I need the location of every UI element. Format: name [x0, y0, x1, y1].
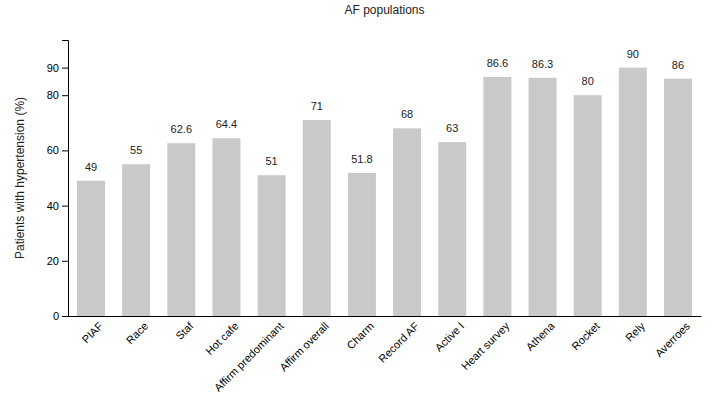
x-axis-line	[69, 316, 702, 317]
bar	[529, 78, 557, 316]
bar	[258, 175, 286, 316]
data-label: 51	[266, 155, 278, 167]
y-tick-mark	[62, 68, 68, 69]
data-label: 86	[672, 59, 684, 71]
x-tick-label: Affirm predominant	[212, 320, 286, 394]
data-label: 62.6	[171, 123, 192, 135]
y-axis-line	[62, 41, 69, 317]
bar	[212, 138, 240, 316]
x-tick-label: Race	[124, 320, 151, 347]
x-tick: Averroes	[653, 316, 693, 359]
x-tick: PIAF	[79, 316, 105, 345]
y-tick-mark	[62, 261, 68, 262]
y-tick-mark	[62, 206, 68, 207]
bar	[438, 142, 466, 316]
y-tick: 0	[53, 310, 68, 322]
data-label: 64.4	[216, 118, 237, 130]
x-axis: PIAF Race Staf Hot cafeAffirm predominantAf…	[69, 316, 702, 394]
y-tick-mark	[62, 95, 68, 96]
y-tick-label: 60	[47, 144, 59, 156]
x-tick-label: PIAF	[79, 319, 105, 345]
x-tick-label: Hot cafe	[203, 320, 240, 357]
x-tick: Charm	[344, 316, 376, 351]
bar	[664, 79, 692, 316]
y-tick-label: 80	[47, 89, 59, 101]
x-tick: Staf	[173, 316, 196, 342]
y-axis: 0 20 40 60 80 90	[47, 41, 69, 323]
bar	[77, 181, 105, 316]
x-tick: Active I	[432, 316, 466, 354]
x-tick-label: Affirm overall	[277, 320, 331, 374]
x-tick-label: Rely	[623, 319, 647, 343]
x-tick-label: Averroes	[653, 319, 693, 359]
data-label: 86.6	[487, 57, 508, 69]
data-label: 86.3	[532, 58, 553, 70]
x-tick-label: Record AF	[376, 319, 421, 364]
x-tick-label: Staf	[173, 319, 196, 342]
x-tick: Heart survey	[459, 316, 512, 372]
x-tick: Affirm overall	[277, 316, 331, 373]
y-axis-title: Patients with hypertension (%)	[13, 97, 27, 259]
x-tick: Rocket	[569, 316, 602, 352]
y-tick: 40	[47, 200, 68, 212]
bar	[122, 164, 150, 316]
data-labels: 49 55 62.6 64.4 51 71 51.8 68 63 86.6 86.3 80 90 86	[85, 48, 684, 173]
y-tick-label: 20	[47, 255, 59, 267]
bar	[483, 77, 511, 316]
data-label: 71	[311, 100, 323, 112]
data-label: 80	[582, 75, 594, 87]
data-label: 63	[446, 122, 458, 134]
y-tick: 80	[47, 89, 68, 101]
bar	[348, 173, 376, 316]
y-tick: 20	[47, 255, 68, 267]
y-tick: 90	[47, 62, 68, 74]
plot: 49 55 62.6 64.4 51 71 51.8 68 63 86.6 86.3 80 90 86 0 2…	[47, 41, 702, 394]
data-label: 90	[627, 48, 639, 60]
x-tick-label: Active I	[432, 320, 466, 354]
x-tick: Race	[124, 316, 151, 346]
y-tick: 60	[47, 144, 68, 156]
x-tick-label: Rocket	[569, 320, 602, 353]
y-tick-label: 90	[47, 62, 59, 74]
chart: 49 55 62.6 64.4 51 71 51.8 68 63 86.6 86.3 80 90 86 0 2…	[0, 0, 719, 407]
data-label: 51.8	[351, 153, 372, 165]
bars	[77, 68, 692, 316]
data-label: 49	[85, 161, 97, 173]
title: AF populations	[344, 3, 424, 17]
bar	[574, 95, 602, 316]
y-tick-label: 40	[47, 200, 59, 212]
x-tick: Record AF	[376, 316, 421, 365]
bar	[167, 143, 195, 316]
bar	[303, 120, 331, 316]
x-tick: Affirm predominant	[212, 316, 286, 394]
x-tick-label: Heart survey	[459, 319, 512, 372]
data-label: 55	[130, 144, 142, 156]
bar	[619, 68, 647, 316]
x-tick: Athena	[524, 316, 558, 353]
data-label: 68	[401, 108, 413, 120]
bar	[393, 128, 421, 316]
x-tick: Rely	[623, 316, 647, 344]
y-tick-mark	[62, 316, 68, 317]
y-tick-mark	[62, 150, 68, 151]
x-tick-label: Athena	[524, 319, 558, 353]
x-tick: Hot cafe	[203, 316, 240, 357]
x-tick-label: Charm	[344, 320, 376, 352]
y-tick-label: 0	[53, 310, 59, 322]
